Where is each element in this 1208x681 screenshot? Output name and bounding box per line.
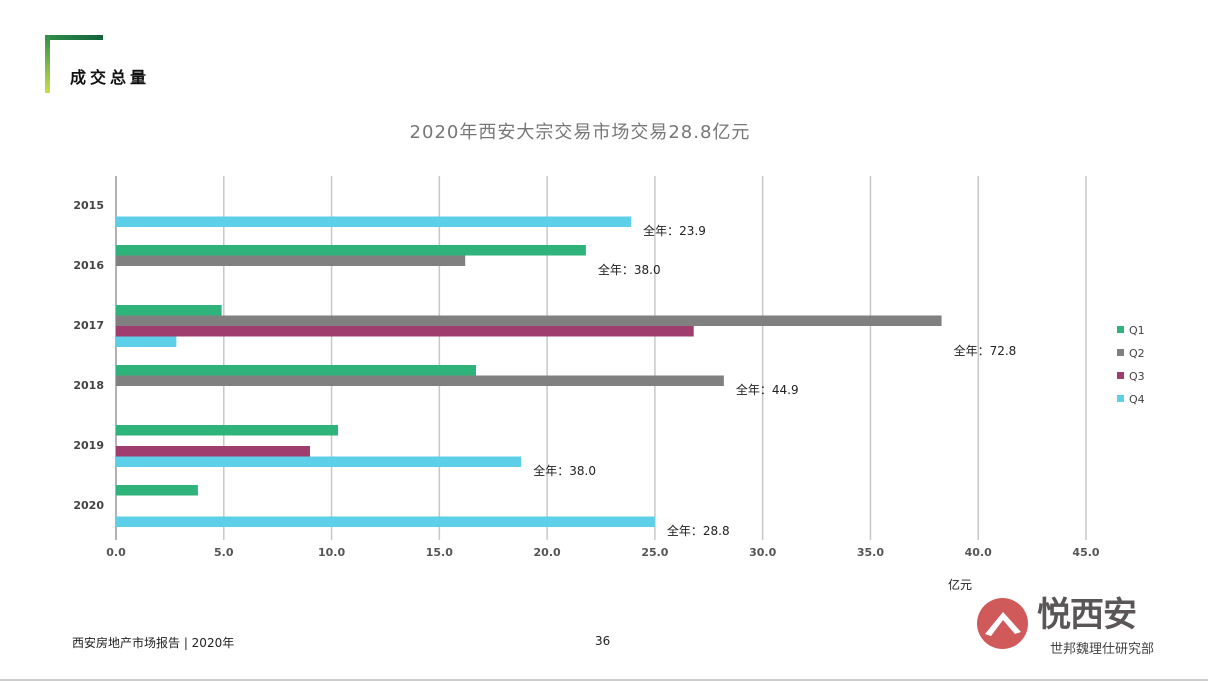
section-title: 成交总量 xyxy=(70,68,151,87)
x-tick-label: 5.0 xyxy=(214,546,234,559)
bar-q1-2018 xyxy=(116,365,476,376)
x-tick-label: 25.0 xyxy=(641,546,668,559)
bar-q1-2020 xyxy=(116,485,198,496)
footer-divider xyxy=(0,679,1208,681)
x-axis-label: 亿元 xyxy=(948,577,972,592)
bar-q3-2017 xyxy=(116,326,694,337)
legend-label-q1: Q1 xyxy=(1129,324,1145,337)
bar-q1-2017 xyxy=(116,305,222,316)
bar-q1-2019 xyxy=(116,425,339,436)
legend-label-q3: Q3 xyxy=(1129,370,1145,383)
logo-subtext: 世邦魏理仕研究部 xyxy=(1050,642,1155,657)
annual-total-label: 全年：23.9 xyxy=(643,223,706,238)
y-tick-label: 2015 xyxy=(73,199,104,212)
annual-total-label: 全年：44.9 xyxy=(736,382,799,397)
bar-q2-2016 xyxy=(116,255,466,266)
bar-q2-2017 xyxy=(116,315,942,326)
x-tick-label: 40.0 xyxy=(965,546,992,559)
x-tick-label: 15.0 xyxy=(426,546,453,559)
x-tick-label: 35.0 xyxy=(857,546,884,559)
legend-label-q4: Q4 xyxy=(1129,393,1145,406)
y-tick-label: 2019 xyxy=(73,439,104,452)
page-number: 36 xyxy=(595,634,611,648)
annual-total-label: 全年：28.8 xyxy=(667,523,730,538)
bar-q4-2020 xyxy=(116,516,655,527)
annual-total-label: 全年：38.0 xyxy=(598,262,661,277)
bar-q4-2017 xyxy=(116,336,177,347)
bar-q2-2018 xyxy=(116,375,724,386)
footer-report-name: 西安房地产市场报告 | 2020年 xyxy=(72,636,235,650)
y-tick-label: 2018 xyxy=(73,379,104,392)
x-tick-label: 45.0 xyxy=(1072,546,1099,559)
y-tick-label: 2020 xyxy=(73,499,104,512)
logo-text: 悦西安 xyxy=(1037,595,1137,635)
y-tick-label: 2016 xyxy=(73,259,104,272)
x-tick-label: 10.0 xyxy=(318,546,345,559)
bar-q1-2016 xyxy=(116,245,586,256)
y-tick-label: 2017 xyxy=(73,319,104,332)
x-tick-label: 20.0 xyxy=(534,546,561,559)
corner-decoration xyxy=(45,35,103,40)
x-tick-label: 0.0 xyxy=(106,546,126,559)
legend-swatch-q2 xyxy=(1117,349,1124,356)
legend-swatch-q3 xyxy=(1117,372,1124,379)
bar-q3-2019 xyxy=(116,446,310,457)
x-tick-label: 30.0 xyxy=(749,546,776,559)
legend-swatch-q1 xyxy=(1117,326,1124,333)
annual-total-label: 全年：38.0 xyxy=(533,463,596,478)
logo-icon xyxy=(977,598,1028,649)
legend-label-q2: Q2 xyxy=(1129,347,1145,360)
bar-q4-2019 xyxy=(116,456,522,467)
chart-title: 2020年西安大宗交易市场交易28.8亿元 xyxy=(409,122,751,143)
legend-swatch-q4 xyxy=(1117,395,1124,402)
corner-decoration xyxy=(45,35,50,93)
bar-q4-2015 xyxy=(116,216,632,227)
annual-total-label: 全年：72.8 xyxy=(954,343,1017,358)
